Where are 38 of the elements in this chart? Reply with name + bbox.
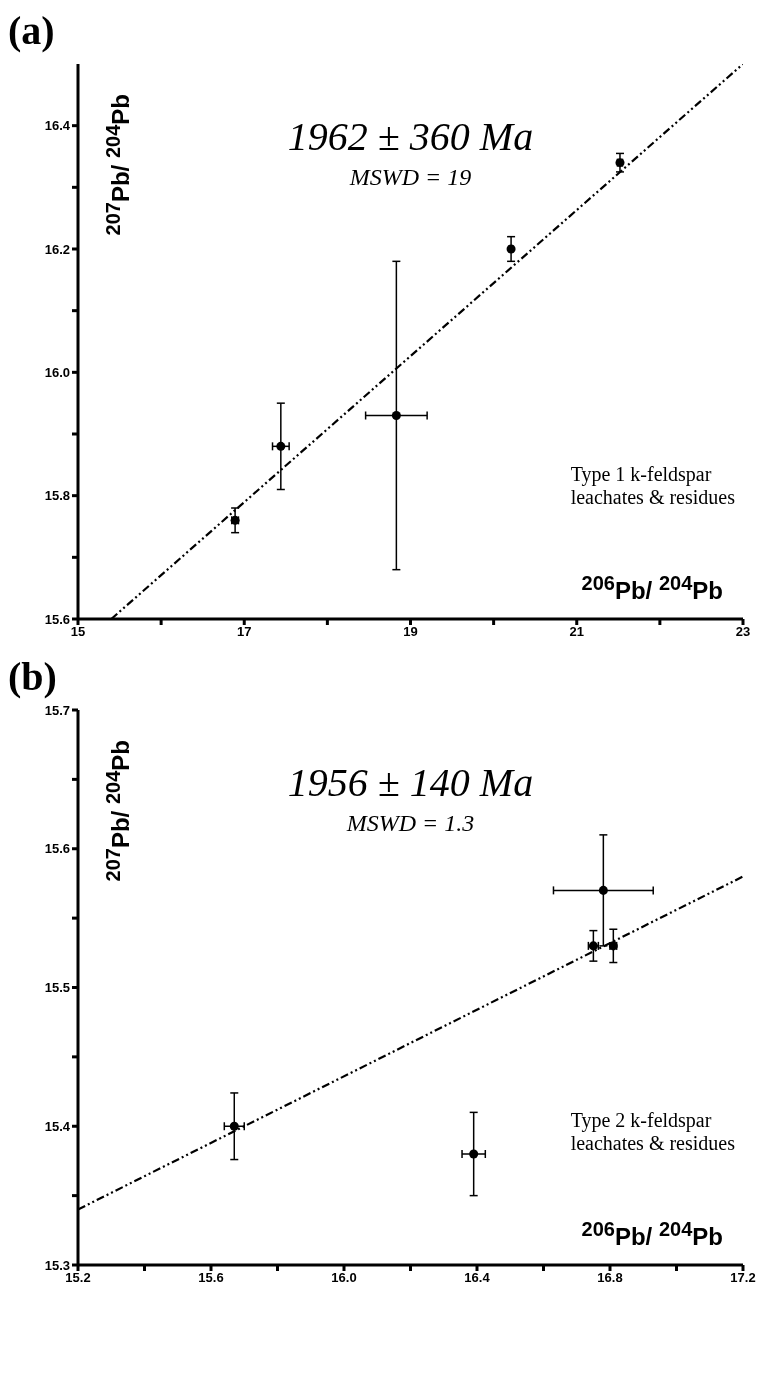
point [276,441,286,451]
x-axis-title: $^{206}$Pb/ $^{204}$Pb [581,572,723,605]
x-tick-label: 16.4 [464,1270,491,1286]
point [229,1121,239,1131]
point [391,410,401,421]
x-tick-label: 15 [70,624,86,640]
x-tick-label: 19 [403,624,418,640]
y-tick-label: 16.2 [44,241,70,257]
annotation: 1956 ± 140 Ma [287,760,534,805]
x-tick-label: 15.2 [65,1270,91,1286]
x-tick-label: 17.2 [730,1270,756,1286]
chart-title: (a) [8,8,56,54]
x-tick-label: 23 [735,624,751,640]
y-tick-label: 15.6 [44,611,70,627]
x-tick-label: 16.8 [597,1270,623,1286]
y-tick-label: 16.0 [44,364,70,380]
annotation: Type 1 k-feldspar leachates & residues [570,463,735,509]
chart-title: (b) [8,654,58,700]
point [506,244,516,254]
y-tick-label: 16.4 [44,118,71,134]
y-tick-label: 15.3 [44,1257,70,1273]
y-tick-label: 15.5 [44,980,70,996]
point [469,1149,479,1159]
annotation: Type 2 k-feldspar leachates & residues [570,1109,735,1155]
annotation: MSWD = 1.3 [346,810,475,836]
y-tick-label: 15.6 [44,841,70,857]
x-tick-label: 16.0 [331,1270,357,1286]
x-tick-label: 21 [569,624,584,640]
x-axis-title: $^{206}$Pb/ $^{204}$Pb [581,1218,723,1251]
y-tick-label: 15.4 [44,1118,71,1134]
x-tick-label: 17 [237,624,252,640]
point [615,158,625,168]
annotation: MSWD = 19 [349,164,472,190]
point [598,885,608,895]
x-tick-label: 15.6 [198,1270,224,1286]
y-tick-label: 15.7 [44,702,70,718]
annotation: 1962 ± 360 Ma [287,114,534,159]
y-tick-label: 15.8 [44,488,70,504]
